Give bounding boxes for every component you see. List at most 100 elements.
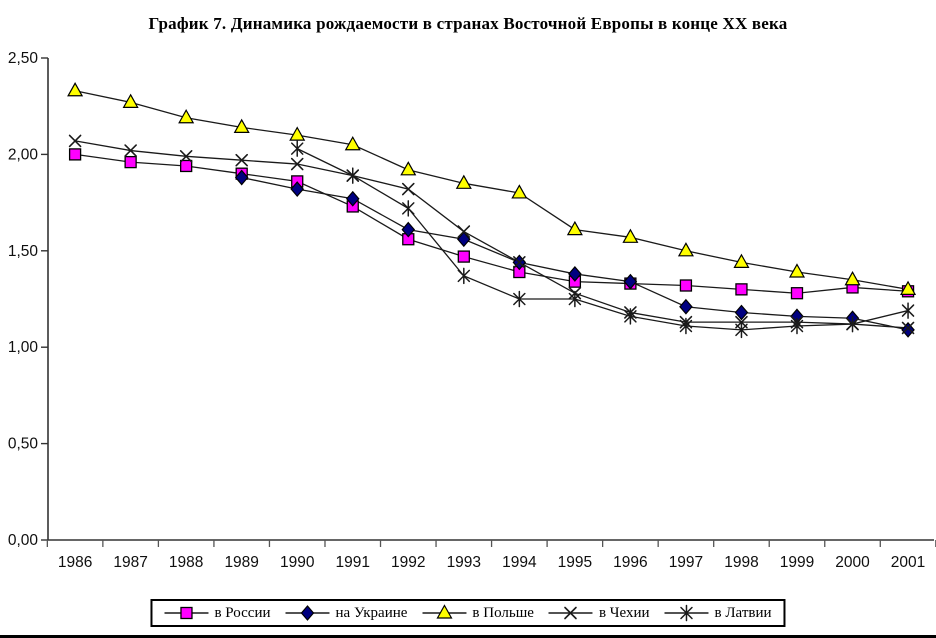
series-line xyxy=(74,90,909,291)
marker-square xyxy=(124,155,137,169)
marker-square xyxy=(457,250,470,263)
legend-marker-icon xyxy=(422,604,467,619)
marker-triangle xyxy=(511,184,528,199)
marker-asterisk xyxy=(846,315,859,333)
legend-item-label: в Чехии xyxy=(598,604,650,621)
x-axis-label: 1998 xyxy=(724,554,758,571)
marker-asterisk xyxy=(457,267,471,285)
marker-square xyxy=(68,148,82,161)
x-axis-label: 1999 xyxy=(780,554,814,571)
marker-x xyxy=(68,134,82,148)
y-axis-label: 1,50 xyxy=(8,243,39,260)
legend-marker-icon xyxy=(664,604,709,622)
marker-triangle xyxy=(436,604,453,619)
marker-asterisk xyxy=(402,200,415,217)
marker-diamond xyxy=(290,181,305,198)
marker-square xyxy=(180,159,193,173)
marker-asterisk xyxy=(290,140,304,157)
marker-square xyxy=(790,287,804,300)
legend-item-label: в Латвии xyxy=(714,604,772,621)
marker-triangle xyxy=(788,263,806,278)
marker-x xyxy=(179,150,193,163)
marker-triangle xyxy=(622,228,639,243)
marker-triangle xyxy=(233,118,250,134)
marker-x xyxy=(564,606,578,620)
marker-triangle xyxy=(566,220,583,236)
marker-diamond xyxy=(679,298,693,315)
marker-x xyxy=(513,256,526,269)
series-line xyxy=(296,148,909,331)
marker-diamond xyxy=(734,304,749,321)
legend-item-square: в России xyxy=(164,604,271,622)
marker-asterisk xyxy=(679,317,693,335)
y-axis-label: 1,00 xyxy=(8,339,39,356)
x-axis-label: 1991 xyxy=(336,554,370,571)
marker-diamond xyxy=(234,169,249,186)
series-line xyxy=(74,140,909,329)
x-axis-label: 1995 xyxy=(558,554,592,571)
legend-item-label: в Польше xyxy=(472,604,534,621)
bottom-border xyxy=(0,635,936,638)
legend-item-diamond: на Украине xyxy=(285,604,407,622)
marker-x xyxy=(457,225,471,238)
marker-triangle xyxy=(67,82,84,97)
x-axis-label: 1997 xyxy=(669,554,703,571)
marker-diamond xyxy=(401,221,416,238)
marker-x xyxy=(901,321,915,335)
marker-asterisk xyxy=(346,167,359,184)
x-axis-label: 1993 xyxy=(447,554,481,571)
marker-triangle xyxy=(733,253,750,268)
marker-diamond xyxy=(345,190,360,207)
y-axis-label: 2,00 xyxy=(8,146,39,163)
series-markers xyxy=(67,82,917,339)
x-axis-label: 1996 xyxy=(613,554,647,571)
x-axis-label: 2001 xyxy=(891,554,925,571)
marker-diamond xyxy=(568,266,582,282)
legend-item-triangle: в Польше xyxy=(422,604,534,622)
x-axis-label: 1989 xyxy=(224,554,258,571)
legend-item-asterisk: в Латвии xyxy=(664,604,772,622)
axes: 0,00 0,50 1,00 1,50 2,00 2,50 1986 1987 1988 1989… xyxy=(8,50,936,571)
y-axis-label: 2,50 xyxy=(8,50,39,67)
marker-triangle xyxy=(344,136,361,151)
series-line xyxy=(75,153,909,294)
legend: в России на Украине в Польше в Чехии в Латви… xyxy=(150,599,786,627)
x-axis-label: 1994 xyxy=(502,554,537,571)
marker-asterisk xyxy=(568,290,582,308)
line-chart: 0,00 0,50 1,00 1,50 2,00 2,50 1986 1987 1988 1989… xyxy=(8,50,936,571)
marker-asterisk xyxy=(790,317,804,335)
legend-marker-icon xyxy=(548,606,593,620)
x-axis-label: 1986 xyxy=(58,554,92,571)
x-axis-label: 2000 xyxy=(835,554,870,571)
x-axis-label: 1990 xyxy=(280,554,315,571)
legend-item-label: в России xyxy=(214,604,271,621)
marker-asterisk xyxy=(624,308,637,325)
y-axis-label: 0,50 xyxy=(8,436,39,453)
marker-diamond xyxy=(457,231,471,248)
x-axis-label: 1987 xyxy=(113,554,147,571)
marker-triangle xyxy=(844,270,861,286)
legend-item-x: в Чехии xyxy=(548,604,650,622)
marker-square xyxy=(180,606,193,620)
marker-square xyxy=(735,283,748,296)
marker-square xyxy=(679,279,693,292)
marker-x xyxy=(290,157,304,171)
marker-x xyxy=(401,182,415,196)
legend-marker-icon xyxy=(285,605,330,621)
marker-diamond xyxy=(300,605,315,621)
x-axis-label: 1992 xyxy=(391,554,425,571)
x-axis-label: 1988 xyxy=(169,554,203,571)
chart-title: График 7. Динамика рождаемости в странах… xyxy=(148,14,788,33)
marker-triangle xyxy=(900,280,917,295)
legend-marker-icon xyxy=(164,606,209,620)
marker-diamond xyxy=(901,321,915,338)
series-lines xyxy=(74,90,909,331)
marker-triangle xyxy=(677,242,694,257)
marker-asterisk xyxy=(901,302,915,319)
marker-triangle xyxy=(400,161,417,176)
y-axis-label: 0,00 xyxy=(8,532,39,549)
marker-diamond xyxy=(623,273,638,290)
marker-asterisk xyxy=(513,290,526,308)
marker-triangle xyxy=(289,126,306,141)
